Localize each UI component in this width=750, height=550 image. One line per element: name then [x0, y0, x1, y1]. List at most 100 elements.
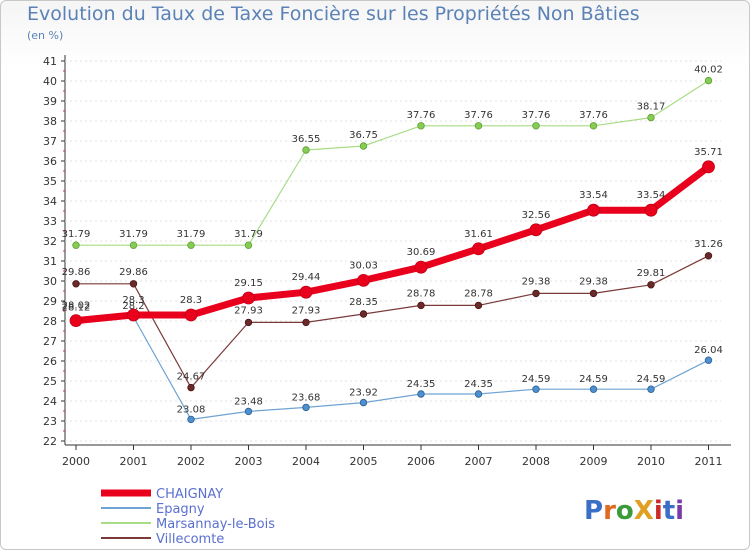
- data-label-epagny: 24.59: [522, 374, 551, 385]
- data-label-marsannay-le-bois: 38.17: [637, 102, 666, 113]
- data-label-chaignay: 33.54: [579, 190, 608, 201]
- y-tick-label: 22: [43, 435, 57, 448]
- x-tick-label: 2010: [637, 455, 665, 468]
- legend-label-chaignay: CHAIGNAY: [156, 487, 223, 502]
- data-point-chaignay: [242, 291, 255, 305]
- proxiti-logo: ProXiti: [584, 496, 684, 526]
- y-tick-label: 37: [43, 135, 57, 148]
- data-label-epagny: 24.35: [407, 379, 436, 390]
- data-point-chaignay: [357, 273, 370, 287]
- data-point-epagny: [589, 385, 598, 393]
- data-point-epagny: [417, 390, 425, 398]
- data-point-marsannay-le-bois: [72, 241, 80, 249]
- x-tick-label: 2003: [235, 455, 263, 468]
- data-label-villecomte: 29.38: [579, 276, 608, 287]
- data-point-chaignay: [644, 203, 658, 217]
- data-label-epagny: 24.59: [637, 374, 666, 385]
- legend-label-villecomte: Villecomte: [156, 532, 224, 547]
- data-label-epagny: 24.59: [579, 374, 608, 385]
- data-label-chaignay: 28.3: [122, 295, 144, 306]
- data-point-villecomte: [302, 318, 310, 327]
- data-label-chaignay: 29.44: [292, 272, 321, 283]
- data-label-villecomte: 24.67: [177, 372, 206, 383]
- data-label-epagny: 24.35: [464, 379, 493, 390]
- y-tick-label: 28: [43, 315, 57, 328]
- y-tick-label: 36: [43, 155, 57, 168]
- data-point-villecomte: [72, 280, 80, 288]
- data-point-marsannay-le-bois: [532, 122, 540, 130]
- data-label-villecomte: 28.78: [407, 288, 436, 299]
- series-line-villecomte: [75, 255, 710, 389]
- data-label-villecomte: 29.38: [522, 276, 551, 287]
- data-point-marsannay-le-bois: [704, 76, 713, 85]
- data-point-chaignay: [472, 242, 485, 256]
- data-point-marsannay-le-bois: [187, 241, 195, 249]
- chart-title: Evolution du Taux de Taxe Foncière sur l…: [27, 3, 640, 25]
- data-label-villecomte: 28.35: [349, 297, 378, 308]
- x-tick-label: 2009: [580, 455, 608, 468]
- data-label-chaignay: 28.02: [62, 301, 91, 312]
- y-tick-label: 24: [43, 395, 57, 408]
- data-label-marsannay-le-bois: 31.79: [119, 229, 148, 240]
- data-point-villecomte: [589, 289, 598, 298]
- data-point-epagny: [359, 398, 368, 407]
- data-point-chaignay: [299, 285, 313, 299]
- data-point-marsannay-le-bois: [129, 241, 138, 249]
- data-label-chaignay: 31.61: [464, 229, 493, 240]
- data-label-chaignay: 32.56: [522, 210, 551, 221]
- data-label-epagny: 28.2: [122, 301, 144, 312]
- data-label-marsannay-le-bois: 31.79: [234, 229, 263, 240]
- x-tick-label: 2001: [120, 455, 148, 468]
- data-point-marsannay-le-bois: [647, 113, 655, 122]
- data-label-chaignay: 35.71: [694, 147, 723, 158]
- legend-label-marsannay-le-bois: Marsannay-le-Bois: [156, 517, 275, 532]
- x-tick-label: 2004: [292, 455, 320, 468]
- data-point-villecomte: [647, 281, 655, 289]
- x-tick-label: 2002: [177, 455, 205, 468]
- data-label-epagny: 23.92: [349, 388, 378, 399]
- x-tick-label: 2007: [465, 455, 493, 468]
- data-point-marsannay-le-bois: [359, 142, 368, 150]
- data-label-villecomte: 29.86: [119, 267, 148, 278]
- y-tick-label: 31: [43, 255, 57, 268]
- y-tick-label: 25: [43, 375, 57, 388]
- data-point-villecomte: [129, 280, 138, 288]
- data-label-epagny: 26.04: [694, 345, 723, 356]
- y-tick-label: 32: [43, 235, 57, 248]
- data-label-marsannay-le-bois: 31.79: [177, 229, 206, 240]
- data-point-villecomte: [187, 383, 195, 392]
- y-tick-label: 40: [43, 75, 57, 88]
- data-label-marsannay-le-bois: 37.76: [407, 110, 436, 121]
- data-point-villecomte: [417, 301, 425, 310]
- data-point-chaignay: [587, 203, 600, 217]
- data-label-marsannay-le-bois: 37.76: [579, 110, 608, 121]
- data-point-chaignay: [69, 314, 83, 328]
- data-point-epagny: [532, 385, 540, 393]
- data-point-marsannay-le-bois: [417, 122, 425, 130]
- data-label-epagny: 28.12: [62, 303, 91, 314]
- y-tick-label: 33: [43, 215, 57, 228]
- data-point-villecomte: [474, 301, 483, 310]
- y-tick-label: 39: [43, 95, 57, 108]
- y-tick-label: 26: [43, 355, 57, 368]
- data-label-villecomte: 31.26: [694, 239, 723, 250]
- x-tick-label: 2011: [695, 455, 723, 468]
- y-tick-label: 38: [43, 115, 57, 128]
- data-point-chaignay: [414, 260, 428, 274]
- data-label-marsannay-le-bois: 36.55: [292, 134, 321, 145]
- data-point-chaignay: [702, 160, 715, 174]
- data-point-epagny: [302, 403, 310, 412]
- data-point-epagny: [704, 356, 713, 364]
- data-point-chaignay: [127, 308, 140, 322]
- data-label-villecomte: 29.81: [637, 268, 666, 279]
- data-point-chaignay: [529, 223, 543, 237]
- data-label-villecomte: 28.78: [464, 288, 493, 299]
- data-point-villecomte: [532, 289, 540, 298]
- data-label-chaignay: 28.3: [180, 295, 202, 306]
- data-point-villecomte: [359, 310, 368, 318]
- data-point-villecomte: [704, 252, 713, 260]
- data-label-chaignay: 29.15: [234, 278, 263, 289]
- data-label-chaignay: 30.69: [407, 247, 436, 258]
